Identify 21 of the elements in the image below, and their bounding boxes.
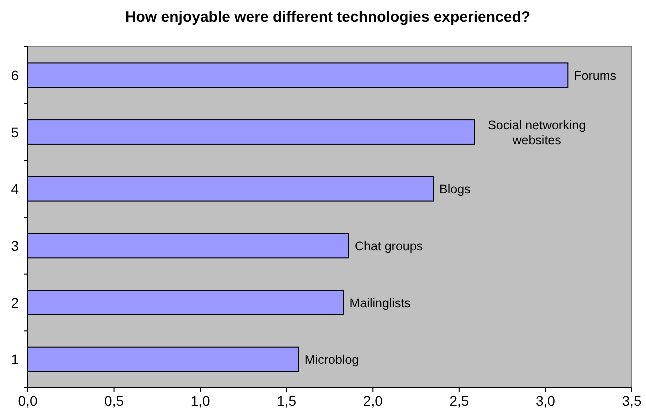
y-tick-label: 1 — [11, 352, 20, 368]
y-tick-label: 4 — [11, 181, 20, 198]
y-tick-label: 6 — [11, 67, 20, 84]
x-tick-label: 0,5 — [104, 393, 124, 409]
chart-title: How enjoyable were different technologies experienced? — [125, 9, 531, 26]
x-tick-label: 1,0 — [190, 393, 211, 409]
x-tick-label: 3,0 — [536, 393, 556, 409]
y-tick-label: 5 — [11, 124, 20, 140]
annotation: Forums — [574, 68, 617, 83]
y-tick-label: 2 — [11, 294, 20, 311]
annotation: Social networking websites — [488, 118, 586, 148]
x-tick-label: 2,5 — [450, 393, 470, 409]
x-tick-label: 0,0 — [18, 393, 38, 409]
annotation: Blogs — [440, 182, 471, 197]
y-tick-label: 3 — [11, 238, 20, 254]
annotation: Chat groups — [354, 239, 424, 254]
x-tick-label: 1,5 — [277, 393, 297, 409]
annotation: Mailinglists — [350, 296, 411, 310]
x-tick-label: 2,0 — [363, 393, 384, 409]
annotation: Microblog — [304, 353, 360, 368]
x-tick-label: 3,5 — [622, 393, 642, 409]
